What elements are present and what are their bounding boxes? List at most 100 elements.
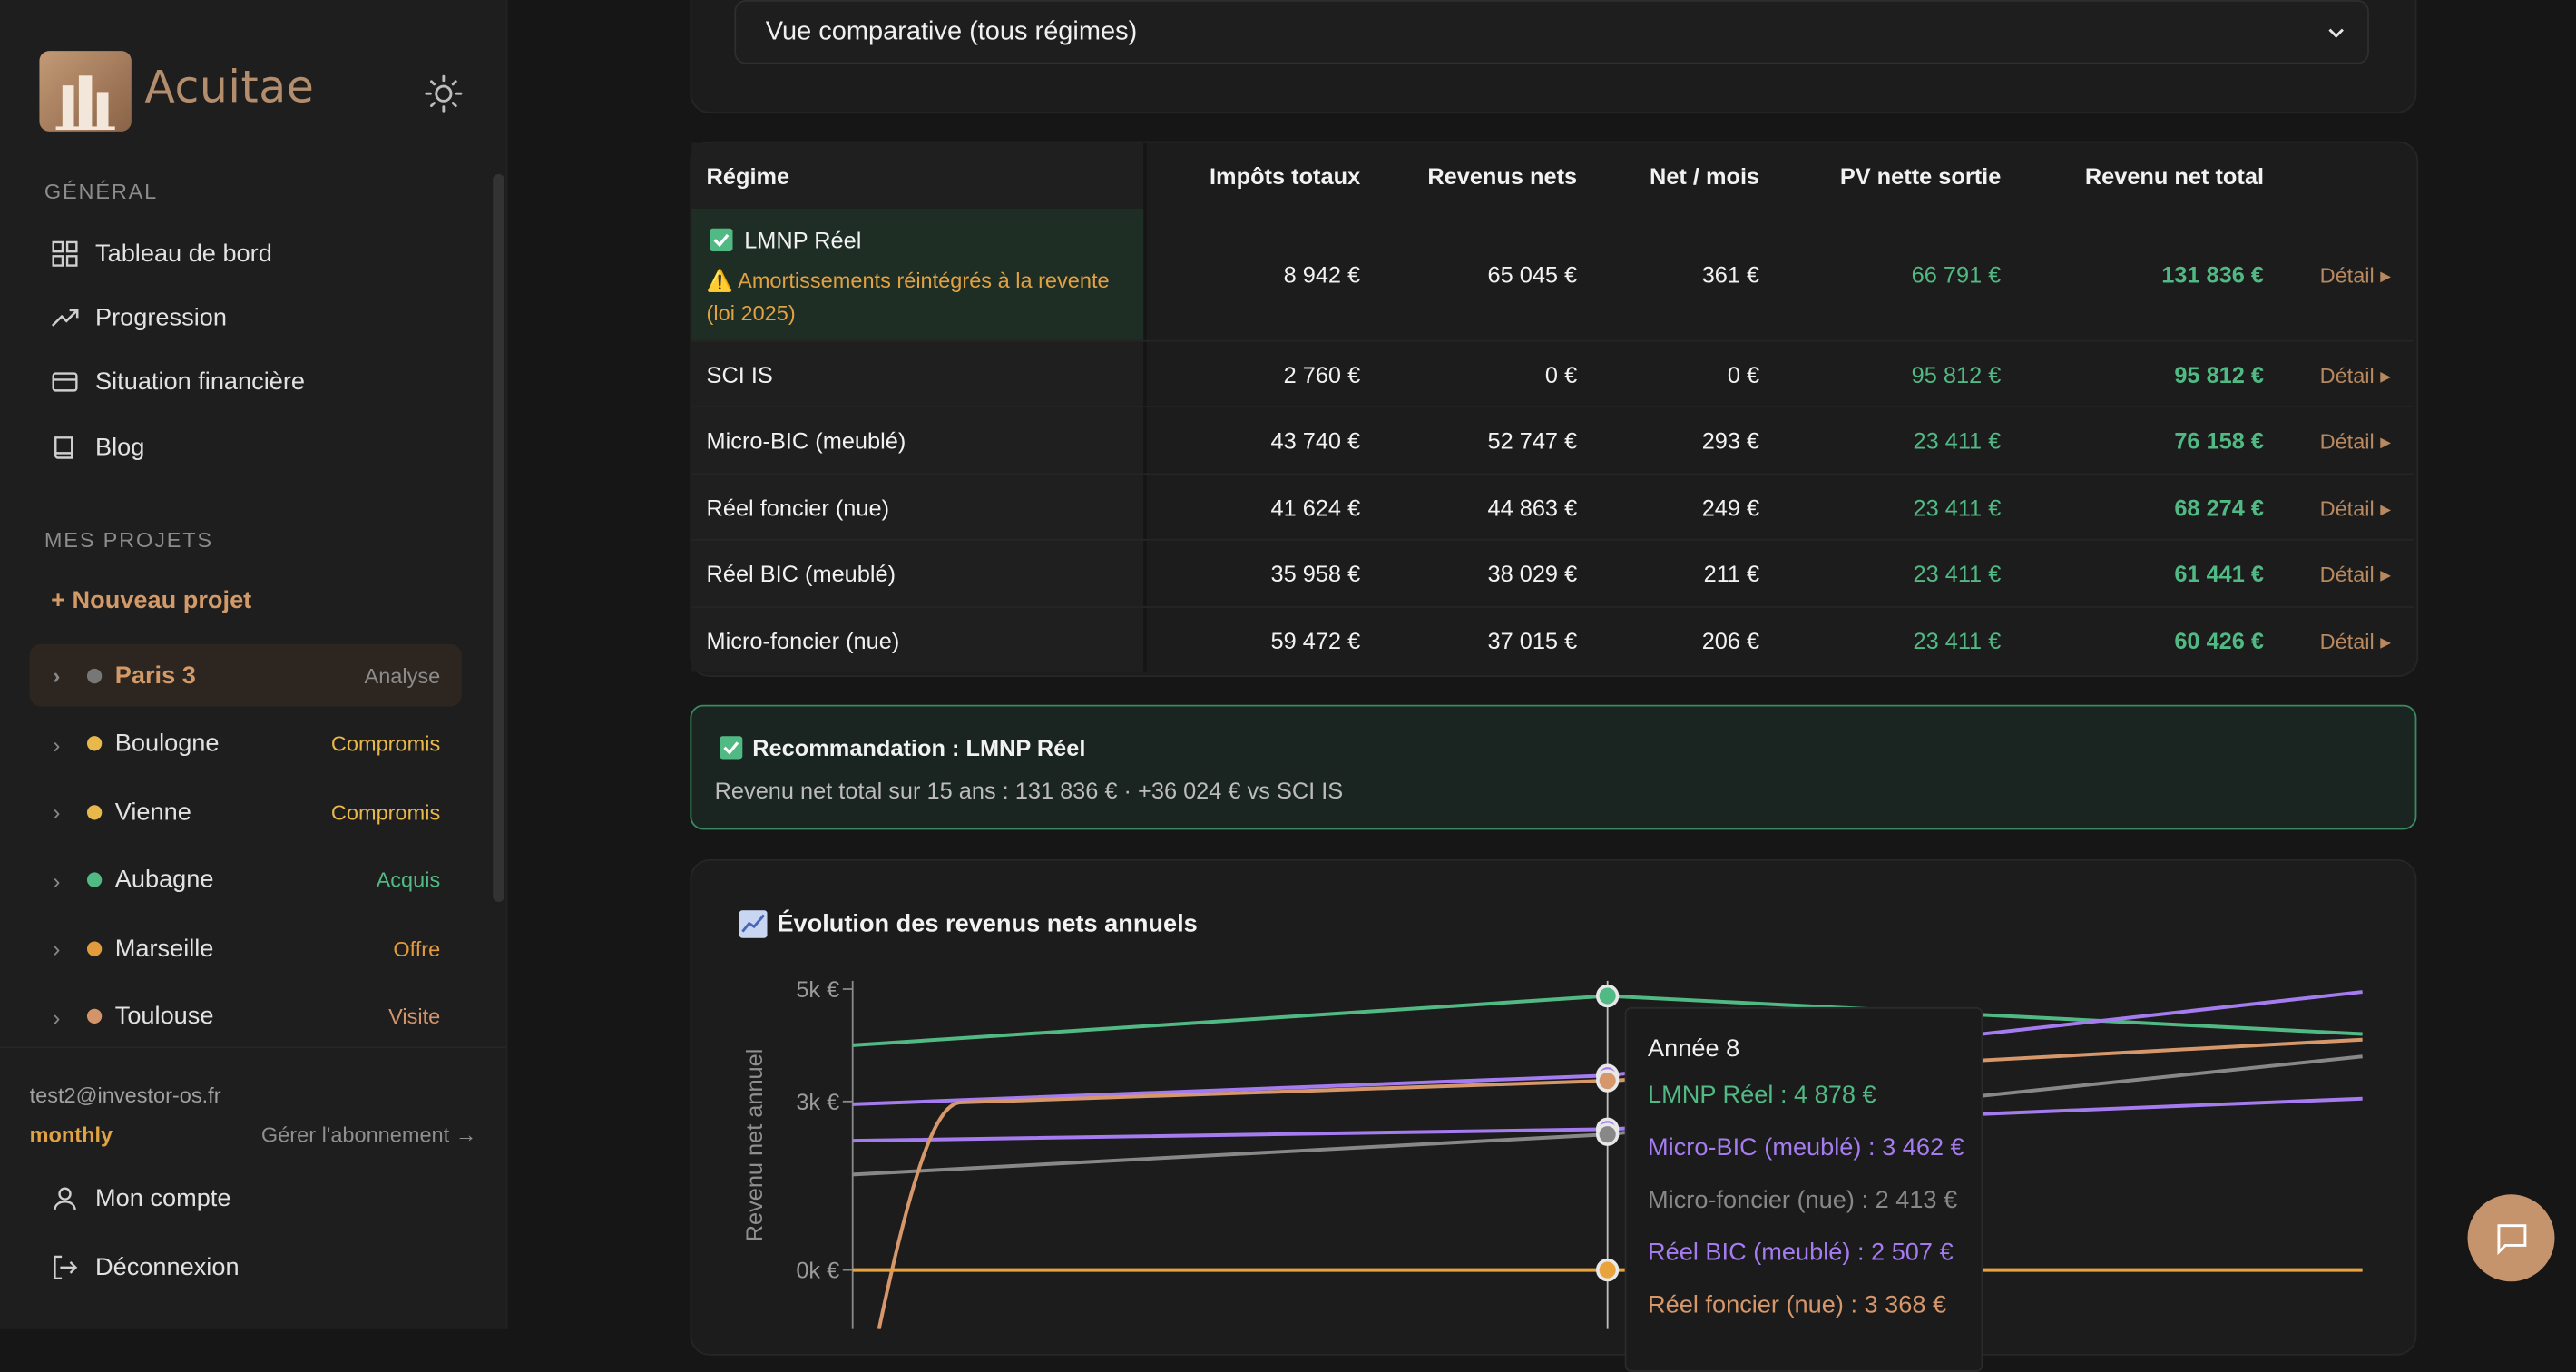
project-status: Compromis: [330, 730, 441, 756]
series-line: [877, 1037, 2363, 1329]
project-item[interactable]: › Paris 3 Analyse: [29, 643, 462, 707]
cell-net-mois: 249 €: [1701, 494, 1760, 521]
nav-label: Progression: [95, 303, 227, 331]
recommendation-text: Revenu net total sur 15 ans : 131 836 € …: [714, 777, 1344, 804]
brand-logo[interactable]: [39, 51, 132, 132]
detail-link[interactable]: Détail ▸: [2319, 262, 2392, 288]
cell-net-mois: 293 €: [1701, 426, 1760, 454]
nav-dashboard[interactable]: Tableau de bord: [51, 233, 272, 272]
sun-icon[interactable]: [424, 74, 463, 113]
row-divider: [691, 473, 2414, 475]
status-dot: [86, 668, 103, 683]
cell-revenu-total: 61 441 €: [2174, 560, 2265, 587]
tooltip-item: Réel foncier (nue) : 3 368 €: [1648, 1291, 1947, 1319]
project-item[interactable]: › Marseille Offre: [30, 916, 462, 979]
header-pv: PV nette sortie: [1839, 162, 2002, 190]
chat-icon: [2496, 1223, 2526, 1255]
y-tick-label: 5k €: [796, 977, 839, 1003]
project-name: Aubagne: [114, 866, 214, 894]
chevron-right-icon[interactable]: ›: [52, 935, 61, 962]
header-regime: Régime: [706, 162, 790, 190]
cell-revenu-total: 131 836 €: [2161, 260, 2265, 288]
chat-button[interactable]: [2467, 1194, 2555, 1282]
project-item[interactable]: › Toulouse Visite: [30, 985, 462, 1047]
cell-pv: 66 791 €: [1911, 260, 2002, 288]
project-name: Marseille: [114, 934, 214, 963]
cell-net-mois: 0 €: [1727, 361, 1760, 388]
nav-progression[interactable]: Progression: [51, 298, 227, 337]
nav-situation-financiere[interactable]: Situation financière: [51, 361, 305, 400]
project-status: Acquis: [376, 867, 441, 893]
sidebar: Acuitae GÉNÉRAL Tableau de bord Progress…: [0, 0, 508, 1329]
tooltip-item: Micro-BIC (meublé) : 3 462 €: [1648, 1133, 1964, 1162]
chevron-right-icon[interactable]: ›: [52, 798, 61, 825]
cell-impots: 8 942 €: [1283, 260, 1361, 288]
data-point: [1595, 1069, 1620, 1093]
detail-link[interactable]: Détail ▸: [2319, 428, 2392, 454]
user-email: test2@investor-os.fr: [29, 1083, 221, 1108]
sidebar-scrollbar[interactable]: [493, 173, 504, 903]
data-point: [1595, 984, 1620, 1008]
detail-link[interactable]: Détail ▸: [2319, 495, 2392, 521]
row-highlight: [691, 208, 1144, 340]
cell-pv: 23 411 €: [1913, 426, 2002, 454]
user-icon: [54, 1186, 76, 1210]
warning-label: Amortissements réintégrés à la revente (…: [706, 268, 1110, 326]
logout-link[interactable]: Déconnexion: [51, 1247, 240, 1286]
y-tick-label: 0k €: [796, 1259, 839, 1284]
project-item[interactable]: › Vienne Compromis: [30, 780, 462, 843]
project-name: Toulouse: [114, 1002, 214, 1031]
manage-subscription-link[interactable]: Gérer l'abonnement →: [260, 1122, 477, 1147]
project-item[interactable]: › Boulogne Compromis: [30, 712, 462, 775]
chart-icon: [739, 910, 768, 938]
project-status: Visite: [388, 1004, 441, 1029]
cell-revenu-total: 68 274 €: [2174, 494, 2265, 521]
tooltip-title: Année 8: [1648, 1034, 1740, 1063]
cell-revenu-total: 60 426 €: [2174, 627, 2265, 654]
detail-link[interactable]: Détail ▸: [2319, 629, 2392, 654]
account-link[interactable]: Mon compte: [51, 1178, 230, 1217]
nav-label: Situation financière: [95, 367, 306, 396]
chevron-right-icon[interactable]: ›: [52, 662, 61, 689]
project-item[interactable]: › Aubagne Acquis: [30, 848, 462, 911]
trend-icon: [51, 308, 79, 326]
cell-net-mois: 361 €: [1701, 260, 1760, 288]
checkbox-icon: [710, 228, 733, 252]
nav-blog[interactable]: Blog: [51, 427, 144, 466]
chevron-right-icon[interactable]: ›: [52, 1003, 61, 1030]
warning-text: ⚠️ Amortissements réintégrés à la revent…: [707, 265, 1134, 330]
cell-revenus: 65 045 €: [1487, 260, 1578, 288]
row-divider: [691, 606, 2414, 608]
view-select-value: Vue comparative (tous régimes): [765, 17, 1138, 46]
project-status: Compromis: [330, 799, 441, 825]
new-project-button[interactable]: + Nouveau projet: [51, 586, 252, 615]
view-select[interactable]: Vue comparative (tous régimes): [734, 0, 2369, 64]
tooltip-item: Réel BIC (meublé) : 2 507 €: [1648, 1239, 1954, 1267]
general-section-label: GÉNÉRAL: [44, 179, 159, 204]
cell-impots: 35 958 €: [1270, 560, 1361, 587]
cell-pv: 23 411 €: [1913, 494, 2002, 521]
cell-net-mois: 206 €: [1701, 627, 1760, 654]
cell-impots: 2 760 €: [1283, 361, 1361, 388]
cell-revenus: 52 747 €: [1487, 426, 1578, 454]
y-tick-label: 3k €: [796, 1090, 839, 1115]
book-icon: [54, 436, 73, 458]
cell-impots: 59 472 €: [1270, 627, 1361, 654]
chevron-right-icon[interactable]: ›: [52, 730, 61, 757]
cell-revenus: 37 015 €: [1487, 627, 1578, 654]
project-name: Paris 3: [114, 661, 196, 690]
grid-icon: [52, 240, 78, 266]
brand-name: Acuitae: [144, 62, 315, 113]
revenue-chart[interactable]: 5k € 3k € 0k € Revenu net annuel: [723, 961, 2383, 1329]
regime-name: Réel BIC (meublé): [706, 560, 896, 587]
detail-link[interactable]: Détail ▸: [2319, 562, 2392, 587]
status-dot: [86, 940, 103, 956]
detail-link[interactable]: Détail ▸: [2319, 363, 2392, 388]
project-name: Boulogne: [114, 729, 220, 758]
logout-label: Déconnexion: [95, 1252, 240, 1281]
regime-name: Micro-BIC (meublé): [706, 426, 906, 454]
card-icon: [52, 371, 78, 391]
project-name: Vienne: [114, 798, 191, 826]
chevron-right-icon[interactable]: ›: [52, 867, 61, 894]
cell-revenu-total: 76 158 €: [2174, 426, 2265, 454]
